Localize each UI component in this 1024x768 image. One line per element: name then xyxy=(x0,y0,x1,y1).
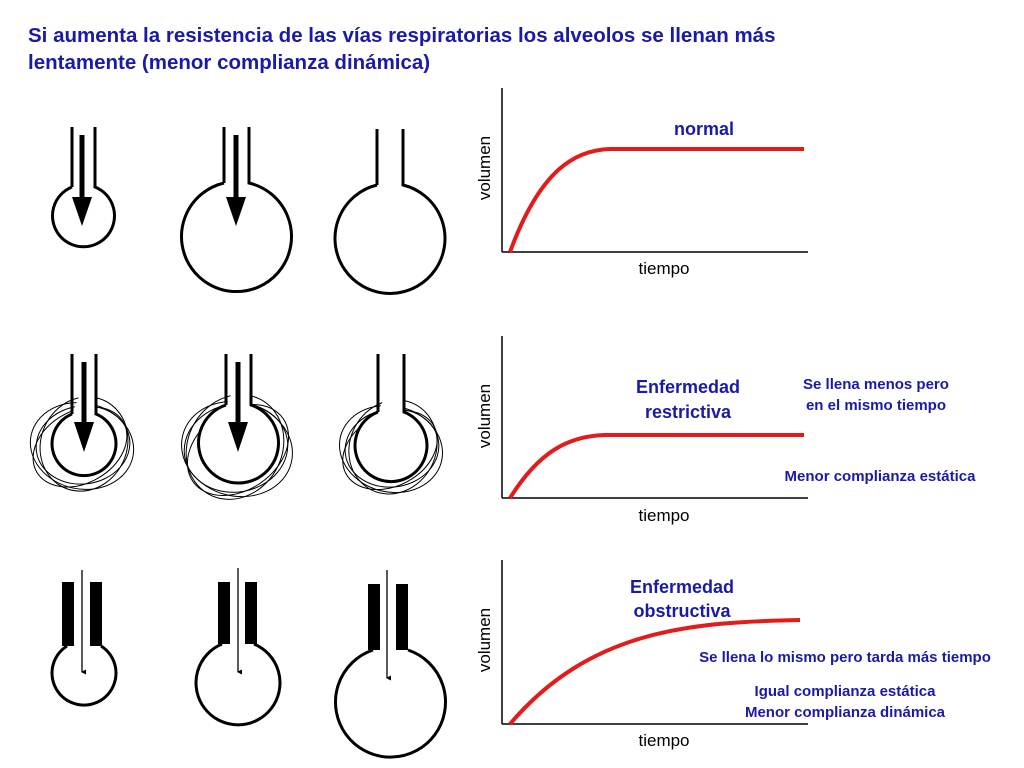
volume-curve xyxy=(508,147,804,253)
narrowed-airway-wall xyxy=(396,584,408,650)
narrowed-airway-wall xyxy=(245,582,257,644)
alveolus-medium xyxy=(194,568,282,727)
page-title: Si aumenta la resistencia de las vías re… xyxy=(28,22,988,76)
graph-normal: volumen tiempo normal xyxy=(475,88,808,278)
narrowed-airway-wall xyxy=(90,582,102,646)
annotation-line: Igual complianza estática xyxy=(755,683,937,700)
airflow-arrowhead xyxy=(74,422,94,452)
x-axis-label: tiempo xyxy=(638,506,689,525)
alveolus-small xyxy=(51,127,116,249)
graph-obstructive: volumen tiempo Enfermedad obstructiva Se… xyxy=(475,560,991,750)
annotation-line: Menor complianza estática xyxy=(785,468,977,485)
curve-label-line-1: Enfermedad xyxy=(630,577,734,597)
graph-restrictive: volumen tiempo Enfermedad restrictiva Se… xyxy=(475,336,976,525)
alveolus-large xyxy=(333,129,447,295)
row-obstructive: volumen tiempo Enfermedad obstructiva Se… xyxy=(50,560,991,759)
x-axis-label: tiempo xyxy=(638,731,689,750)
airflow-arrowhead xyxy=(72,197,92,226)
annotation-line: Menor complianza dinámica xyxy=(745,704,946,721)
alveolus-medium xyxy=(180,127,293,294)
annotation-line: en el mismo tiempo xyxy=(806,397,946,414)
volume-curve xyxy=(508,433,804,500)
narrowed-airway-wall xyxy=(218,582,230,644)
y-axis-label: volumen xyxy=(475,384,494,448)
alveolus-large xyxy=(334,570,447,759)
narrowed-airway-wall xyxy=(368,584,380,650)
y-axis-label: volumen xyxy=(475,608,494,672)
curve-label-line-2: restrictiva xyxy=(645,402,732,422)
volume-curve xyxy=(508,618,801,726)
x-axis-label: tiempo xyxy=(638,259,689,278)
airflow-arrowhead xyxy=(226,197,246,226)
alveolus-small xyxy=(50,354,118,478)
row-restrictive: volumen tiempo Enfermedad restrictiva Se… xyxy=(29,336,976,525)
airflow-arrowhead xyxy=(228,422,248,452)
alveolus-small-2 xyxy=(353,354,429,484)
row-normal: volumen tiempo normal xyxy=(51,88,808,295)
y-axis-label: volumen xyxy=(475,136,494,200)
curve-label: normal xyxy=(674,119,734,139)
annotation-line: Se llena lo mismo pero tarda más tiempo xyxy=(699,649,991,666)
title-line-2: lentamente (menor complianza dinámica) xyxy=(28,51,431,74)
alveolus-medium xyxy=(197,354,280,485)
annotation-line: Se llena menos pero xyxy=(803,376,949,393)
alveolus-small xyxy=(50,570,118,707)
curve-label-line-2: obstructiva xyxy=(633,601,731,621)
title-line-1: Si aumenta la resistencia de las vías re… xyxy=(28,24,776,47)
curve-label-line-1: Enfermedad xyxy=(636,377,740,397)
narrowed-airway-wall xyxy=(62,582,74,646)
